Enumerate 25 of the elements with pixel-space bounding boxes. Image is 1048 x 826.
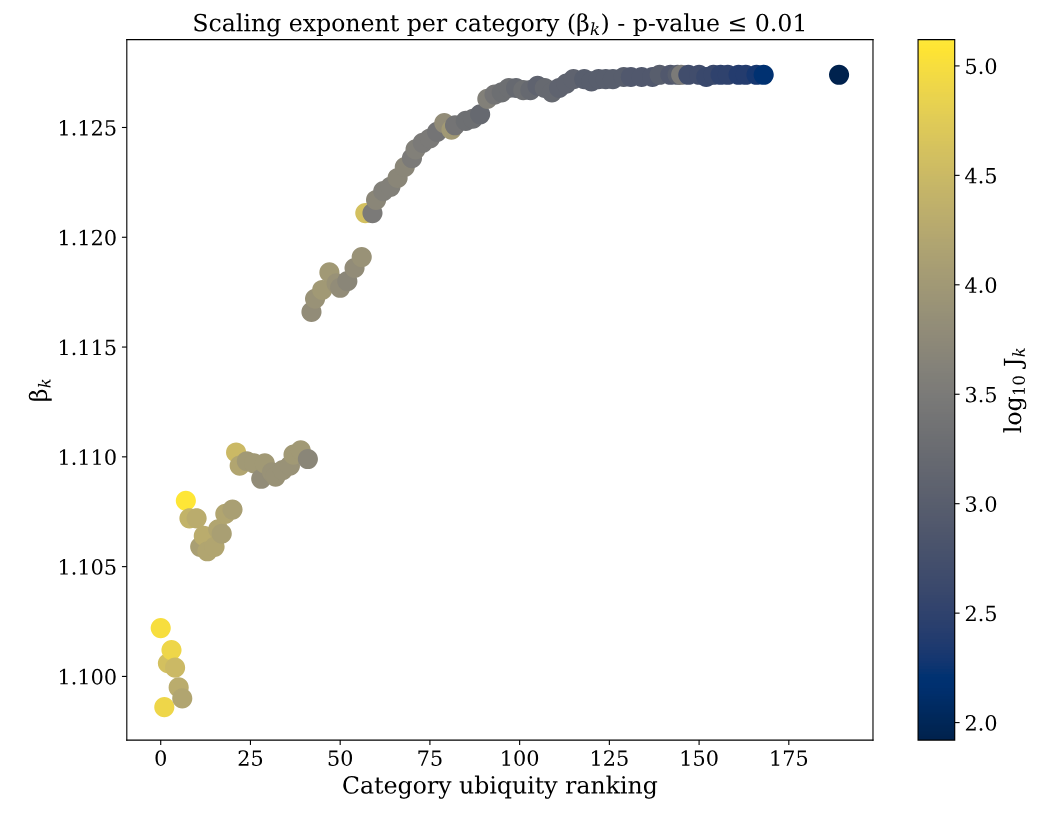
y-tick-label: 1.110 [59, 449, 116, 466]
y-tick-label: 1.120 [59, 229, 116, 246]
x-tick-label: 100 [502, 750, 539, 766]
x-tick-label: 50 [328, 750, 353, 766]
color-bar-label: 5.0 [966, 58, 997, 75]
color-bar-label: 4.5 [965, 167, 996, 184]
color-bar-title: log$_{10}$ J$_{k}$ [1003, 348, 1027, 433]
x-tick-label: 125 [592, 750, 628, 766]
x-tick-label: 75 [418, 750, 442, 766]
x-tick-label: 25 [238, 750, 263, 766]
chart-title: Scaling exponent per category (β$_{k}$) - p-value ≤ 0.01 [194, 13, 805, 37]
y-tick-label: 1.115 [59, 339, 116, 356]
x-tick-label: 150 [681, 750, 718, 766]
x-tick-label: 175 [771, 750, 808, 766]
x-tick-label: 0 [155, 750, 166, 766]
color-bar-label: 2.5 [965, 605, 996, 622]
x-axis-title: Category ubiquity ranking [343, 775, 658, 799]
y-axis-title: β$_{k}$ [28, 379, 52, 401]
y-tick-label: 1.100 [59, 668, 116, 685]
y-tick-label: 1.125 [59, 119, 116, 136]
y-tick-label: 1.105 [59, 559, 116, 575]
color-bar-label: 3.0 [966, 496, 997, 512]
color-bar-label: 4.0 [965, 277, 997, 294]
color-bar-label: 3.5 [966, 386, 996, 403]
color-bar-label: 2.0 [965, 715, 997, 731]
